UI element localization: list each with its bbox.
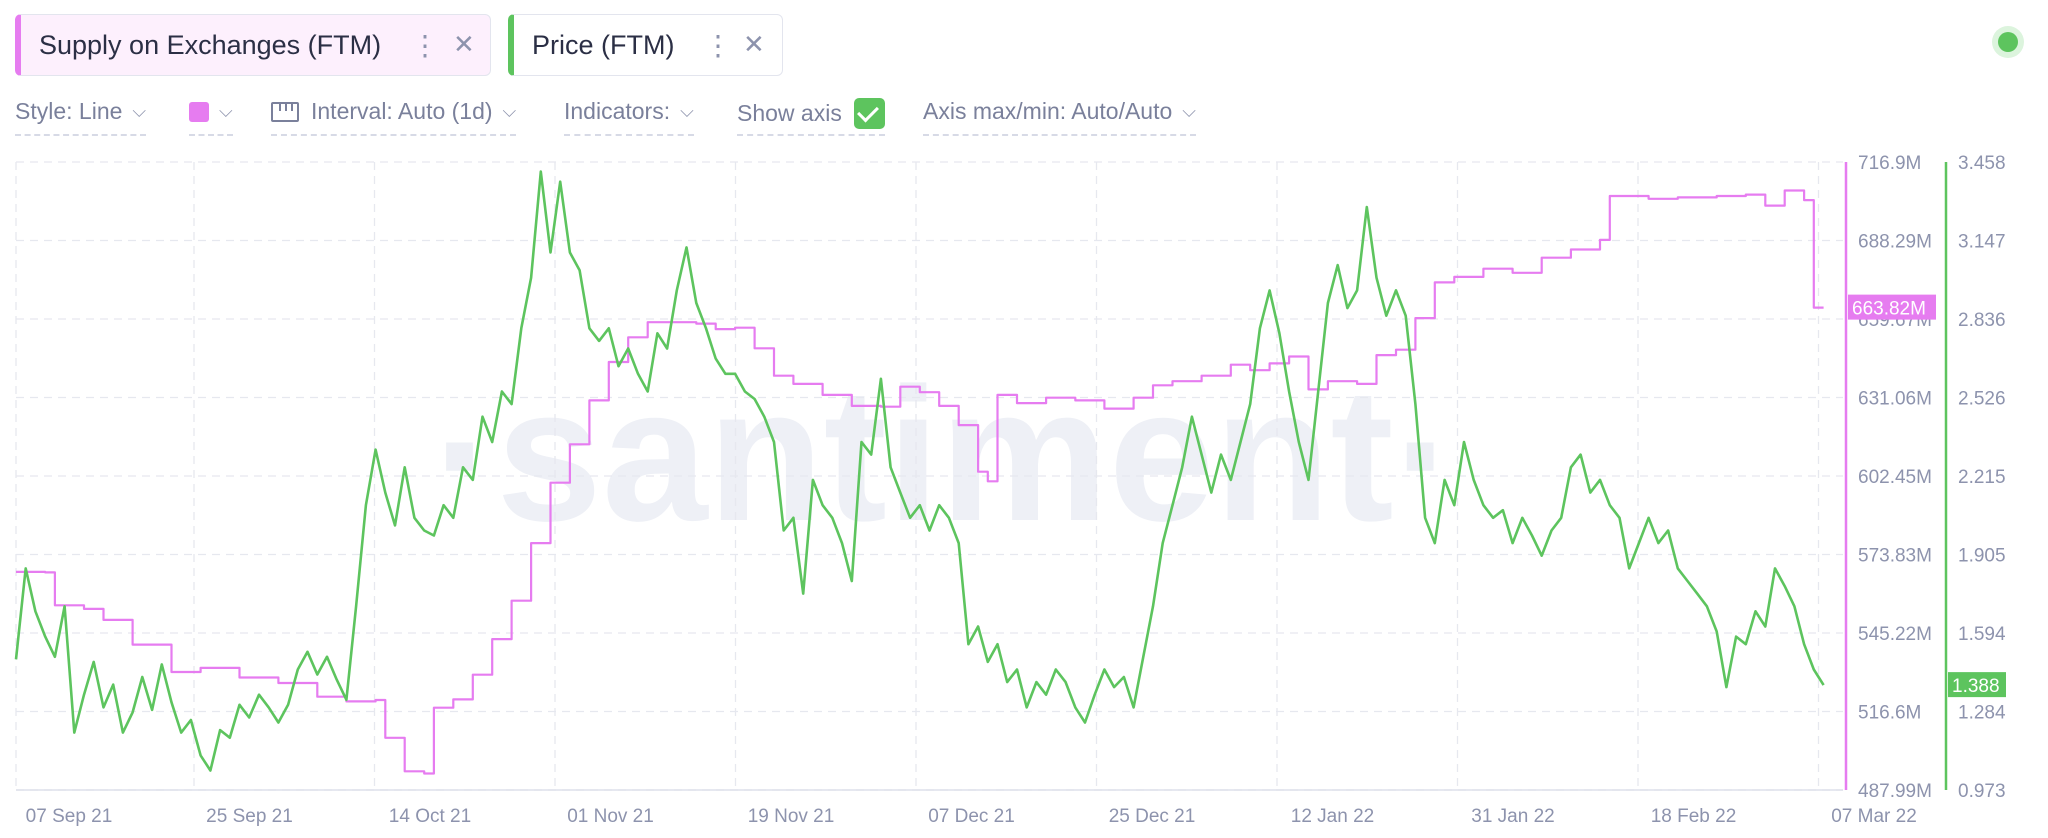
metric-tab-price[interactable]: Price (FTM) ⋮ ✕ [508,14,783,76]
x-tick-label: 19 Nov 21 [748,806,835,827]
price-last-value-badge [1948,672,2006,698]
kebab-menu-icon[interactable]: ⋮ [704,30,732,61]
interval-icon [271,102,299,122]
axes-layer: 07 Sep 21 25 Sep 21 14 Oct 21 01 Nov 21 19 N… [26,153,2006,827]
x-tick-label: 07 Sep 21 [26,806,113,827]
metric-tab-supply-label: Supply on Exchanges (FTM) [39,29,382,60]
x-tick-label: 18 Feb 22 [1651,806,1737,827]
price-axis-tick: 2.836 [1958,310,2006,331]
close-icon[interactable]: ✕ [743,29,765,59]
chart-grid [15,161,1843,791]
style-dropdown[interactable]: Style: Line ⌵ [15,98,147,136]
supply-axis-tick: 487.99M [1858,781,1932,802]
interval-dropdown[interactable]: Interval: Auto (1d) ⌵ [271,98,517,136]
price-axis-tick: 1.594 [1958,624,2006,645]
interval-label: Interval: Auto (1d) [311,98,493,124]
x-tick-label: 07 Mar 22 [1831,806,1917,827]
x-tick-label: 07 Dec 21 [928,806,1015,827]
chevron-down-icon: ⌵ [132,101,147,121]
axis-maxmin-dropdown[interactable]: Axis max/min: Auto/Auto ⌵ [923,98,1196,136]
price-axis-tick: 2.526 [1958,389,2006,410]
supply-axis-tick: 602.45M [1858,467,1932,488]
santiment-watermark: ·santiment· [433,349,1457,561]
x-tick-label: 25 Sep 21 [206,806,293,827]
indicators-label: Indicators: [564,98,671,124]
metric-tab-supply[interactable]: Supply on Exchanges (FTM) ⋮ ✕ [15,14,491,76]
show-axis-label: Show axis [737,100,842,126]
price-axis-tick: 3.147 [1958,232,2006,253]
price-axis-tick: 2.215 [1958,467,2006,488]
color-swatch [189,102,209,122]
supply-last-value-badge [1848,294,1936,320]
close-icon[interactable]: ✕ [453,29,475,59]
price-series-line [14,170,1825,772]
chevron-down-icon: ⌵ [219,101,233,121]
x-tick-label: 01 Nov 21 [567,806,654,827]
supply-axis-tick: 716.9M [1858,153,1921,174]
x-tick-label: 31 Jan 22 [1471,806,1554,827]
supply-axis-tick: 545.22M [1858,624,1932,645]
price-axis-tick: 3.458 [1958,153,2006,174]
price-axis-tick: 1.905 [1958,546,2006,567]
x-tick-label: 25 Dec 21 [1109,806,1196,827]
chevron-down-icon: ⌵ [502,101,517,121]
indicators-dropdown[interactable]: Indicators: ⌵ [564,98,694,136]
axis-maxmin-label: Axis max/min: Auto/Auto [923,98,1173,124]
price-axis-tick: 0.973 [1958,781,2006,802]
metric-tab-price-label: Price (FTM) [532,29,675,60]
x-tick-label: 14 Oct 21 [389,806,471,827]
show-axis-checkbox[interactable] [853,98,885,129]
style-label: Style: Line [15,98,123,124]
supply-series-line [16,189,1824,775]
supply-axis-tick: 688.29M [1858,232,1932,253]
price-axis-tick: 1.284 [1958,703,2006,724]
supply-axis-tick: 573.83M [1858,546,1932,567]
show-axis-toggle[interactable]: Show axis [737,98,885,136]
series-layer [14,170,1825,775]
supply-last-value-label: 663.82M [1852,299,1926,320]
price-last-value-label: 1.388 [1952,676,2000,697]
kebab-menu-icon[interactable]: ⋮ [411,30,439,61]
chevron-down-icon: ⌵ [1182,101,1196,121]
chevron-down-icon: ⌵ [680,101,694,121]
color-dropdown[interactable]: ⌵ [189,98,233,136]
x-tick-label: 12 Jan 22 [1291,806,1374,827]
supply-axis-tick: 516.6M [1858,703,1921,724]
live-status-dot [1998,32,2018,52]
supply-axis-tick: 631.06M [1858,389,1932,410]
